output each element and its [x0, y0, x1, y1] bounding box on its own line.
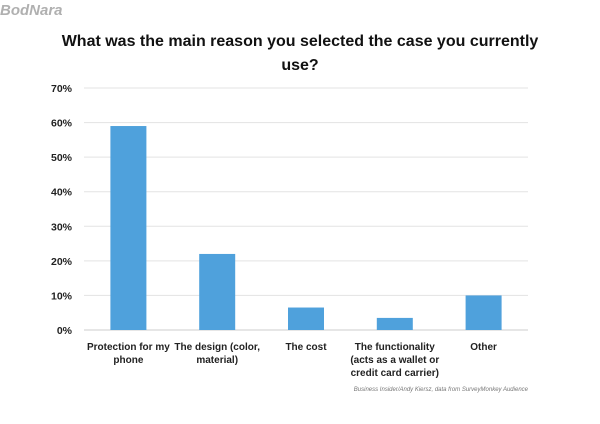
x-tick-label: The design (color, material)	[174, 342, 260, 366]
source-note: Business Insider/Andy Kiersz, data from …	[353, 387, 528, 393]
y-tick-label: 50%	[51, 152, 73, 164]
y-tick-label: 20%	[51, 256, 73, 268]
y-tick-label: 30%	[51, 221, 73, 233]
watermark-logo: BodNara	[0, 2, 63, 18]
bar	[110, 126, 147, 331]
bar	[376, 317, 413, 330]
y-tick-label: 10%	[51, 290, 73, 302]
y-tick-label: 0%	[57, 325, 73, 337]
x-tick-label: Protection for my phone	[87, 342, 170, 366]
y-tick-label: 60%	[51, 118, 73, 130]
bar	[199, 253, 236, 330]
y-tick-label: 40%	[51, 187, 73, 199]
x-tick-label: The functionality (acts as a wallet or cre…	[350, 342, 439, 379]
chart-title: What was the main reason you selected th…	[61, 33, 539, 74]
y-tick-label: 70%	[51, 83, 73, 95]
bar	[465, 295, 502, 330]
bar	[288, 307, 324, 330]
x-tick-label: Other	[470, 342, 497, 353]
x-tick-label: The cost	[285, 342, 327, 353]
svg-text:BodNara: BodNara	[0, 2, 63, 18]
